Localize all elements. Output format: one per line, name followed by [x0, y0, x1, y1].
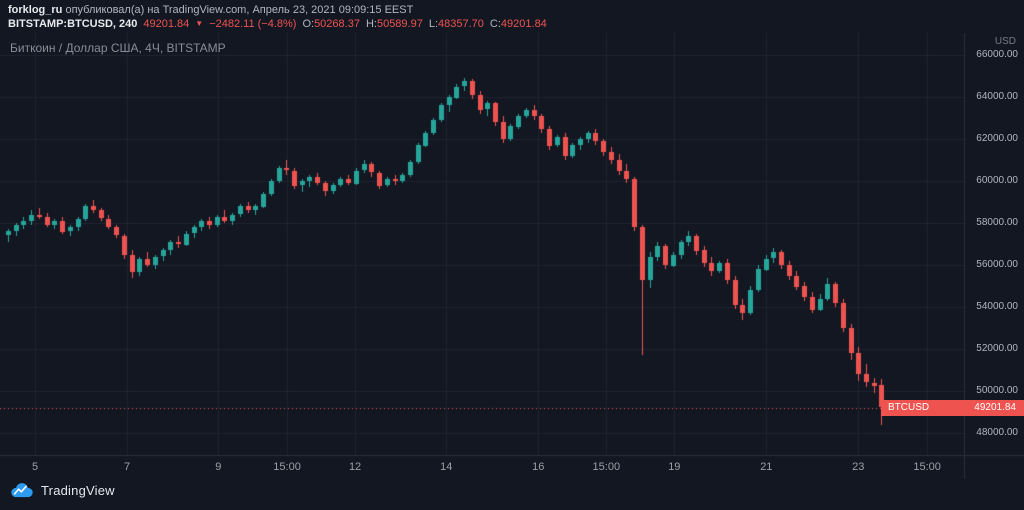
- symbol-legend: BITSTAMP:BTCUSD, 240 49201.84 ▼ −2482.11…: [8, 18, 547, 30]
- time-axis-label: 15:00: [592, 461, 621, 473]
- time-axis-label: 21: [760, 461, 773, 473]
- time-axis-label: 16: [532, 461, 545, 473]
- down-triangle-icon: ▼: [195, 19, 204, 28]
- last-price-badge: BTCUSD 49201.84: [881, 399, 1024, 416]
- symbol-interval-label[interactable]: BITSTAMP:BTCUSD, 240: [8, 18, 138, 30]
- publish-info: forklog_ru опубликовал(а) на TradingView…: [8, 4, 413, 16]
- publish-text: опубликовал(а) на TradingView.com, Апрел…: [62, 4, 414, 16]
- time-axis-label: 14: [440, 461, 453, 473]
- price-axis-label: 54000.00: [976, 301, 1018, 312]
- high-label: H:: [365, 18, 377, 30]
- open-number: 50268.37: [314, 18, 360, 30]
- price-axis-label: 52000.00: [976, 343, 1018, 354]
- price-axis-label: 60000.00: [976, 175, 1018, 186]
- time-axis-label: 15:00: [273, 461, 301, 473]
- time-axis-label: 19: [668, 461, 681, 473]
- time-axis[interactable]: 5 7 9 15:00 12 14 16 15:00 19 21 23 15:00: [0, 455, 964, 479]
- tradingview-logo-icon[interactable]: [10, 483, 34, 498]
- chart-title: Биткоин / Доллар США, 4Ч, BITSTAMP: [10, 41, 226, 55]
- price-change-value: −2482.11 (−4.8%): [209, 18, 297, 30]
- price-axis-label: 56000.00: [976, 259, 1018, 270]
- price-axis-label: 48000.00: [976, 427, 1018, 438]
- time-axis-label: 7: [123, 461, 131, 473]
- time-axis-label: 15:00: [913, 461, 941, 473]
- price-axis-currency: USD: [994, 36, 1016, 47]
- time-axis-label: 9: [215, 461, 222, 473]
- low-number: 48357.70: [438, 18, 484, 30]
- low-value: L:48357.70: [429, 18, 484, 30]
- open-value: O:50268.37: [302, 18, 360, 30]
- close-value: C:49201.84: [490, 18, 547, 30]
- price-axis-label: 64000.00: [976, 91, 1018, 102]
- price-axis-label: 50000.00: [976, 385, 1018, 396]
- open-label: O:: [302, 18, 315, 30]
- badge-price: 49201.84: [974, 402, 1016, 414]
- time-axis-label: 23: [852, 461, 865, 473]
- last-price-value: 49201.84: [143, 18, 190, 30]
- time-axis-label: 12: [348, 461, 362, 473]
- author-link[interactable]: forklog_ru: [8, 4, 63, 16]
- price-axis[interactable]: 66000.00 64000.00 62000.00 60000.00 58000.00…: [964, 33, 1024, 455]
- price-axis-label: 66000.00: [976, 49, 1018, 60]
- time-axis-label: 5: [31, 461, 39, 473]
- badge-symbol: BTCUSD: [888, 402, 930, 414]
- tradingview-brand[interactable]: TradingView: [41, 483, 115, 498]
- price-axis-label: 58000.00: [976, 217, 1018, 228]
- high-value: H:50589.97: [366, 18, 423, 30]
- close-label: C:: [489, 18, 501, 30]
- low-label: L:: [428, 18, 439, 30]
- footer: TradingView: [10, 483, 115, 498]
- close-number: 49201.84: [500, 18, 547, 30]
- high-number: 50589.97: [376, 18, 423, 30]
- price-axis-label: 62000.00: [976, 133, 1018, 144]
